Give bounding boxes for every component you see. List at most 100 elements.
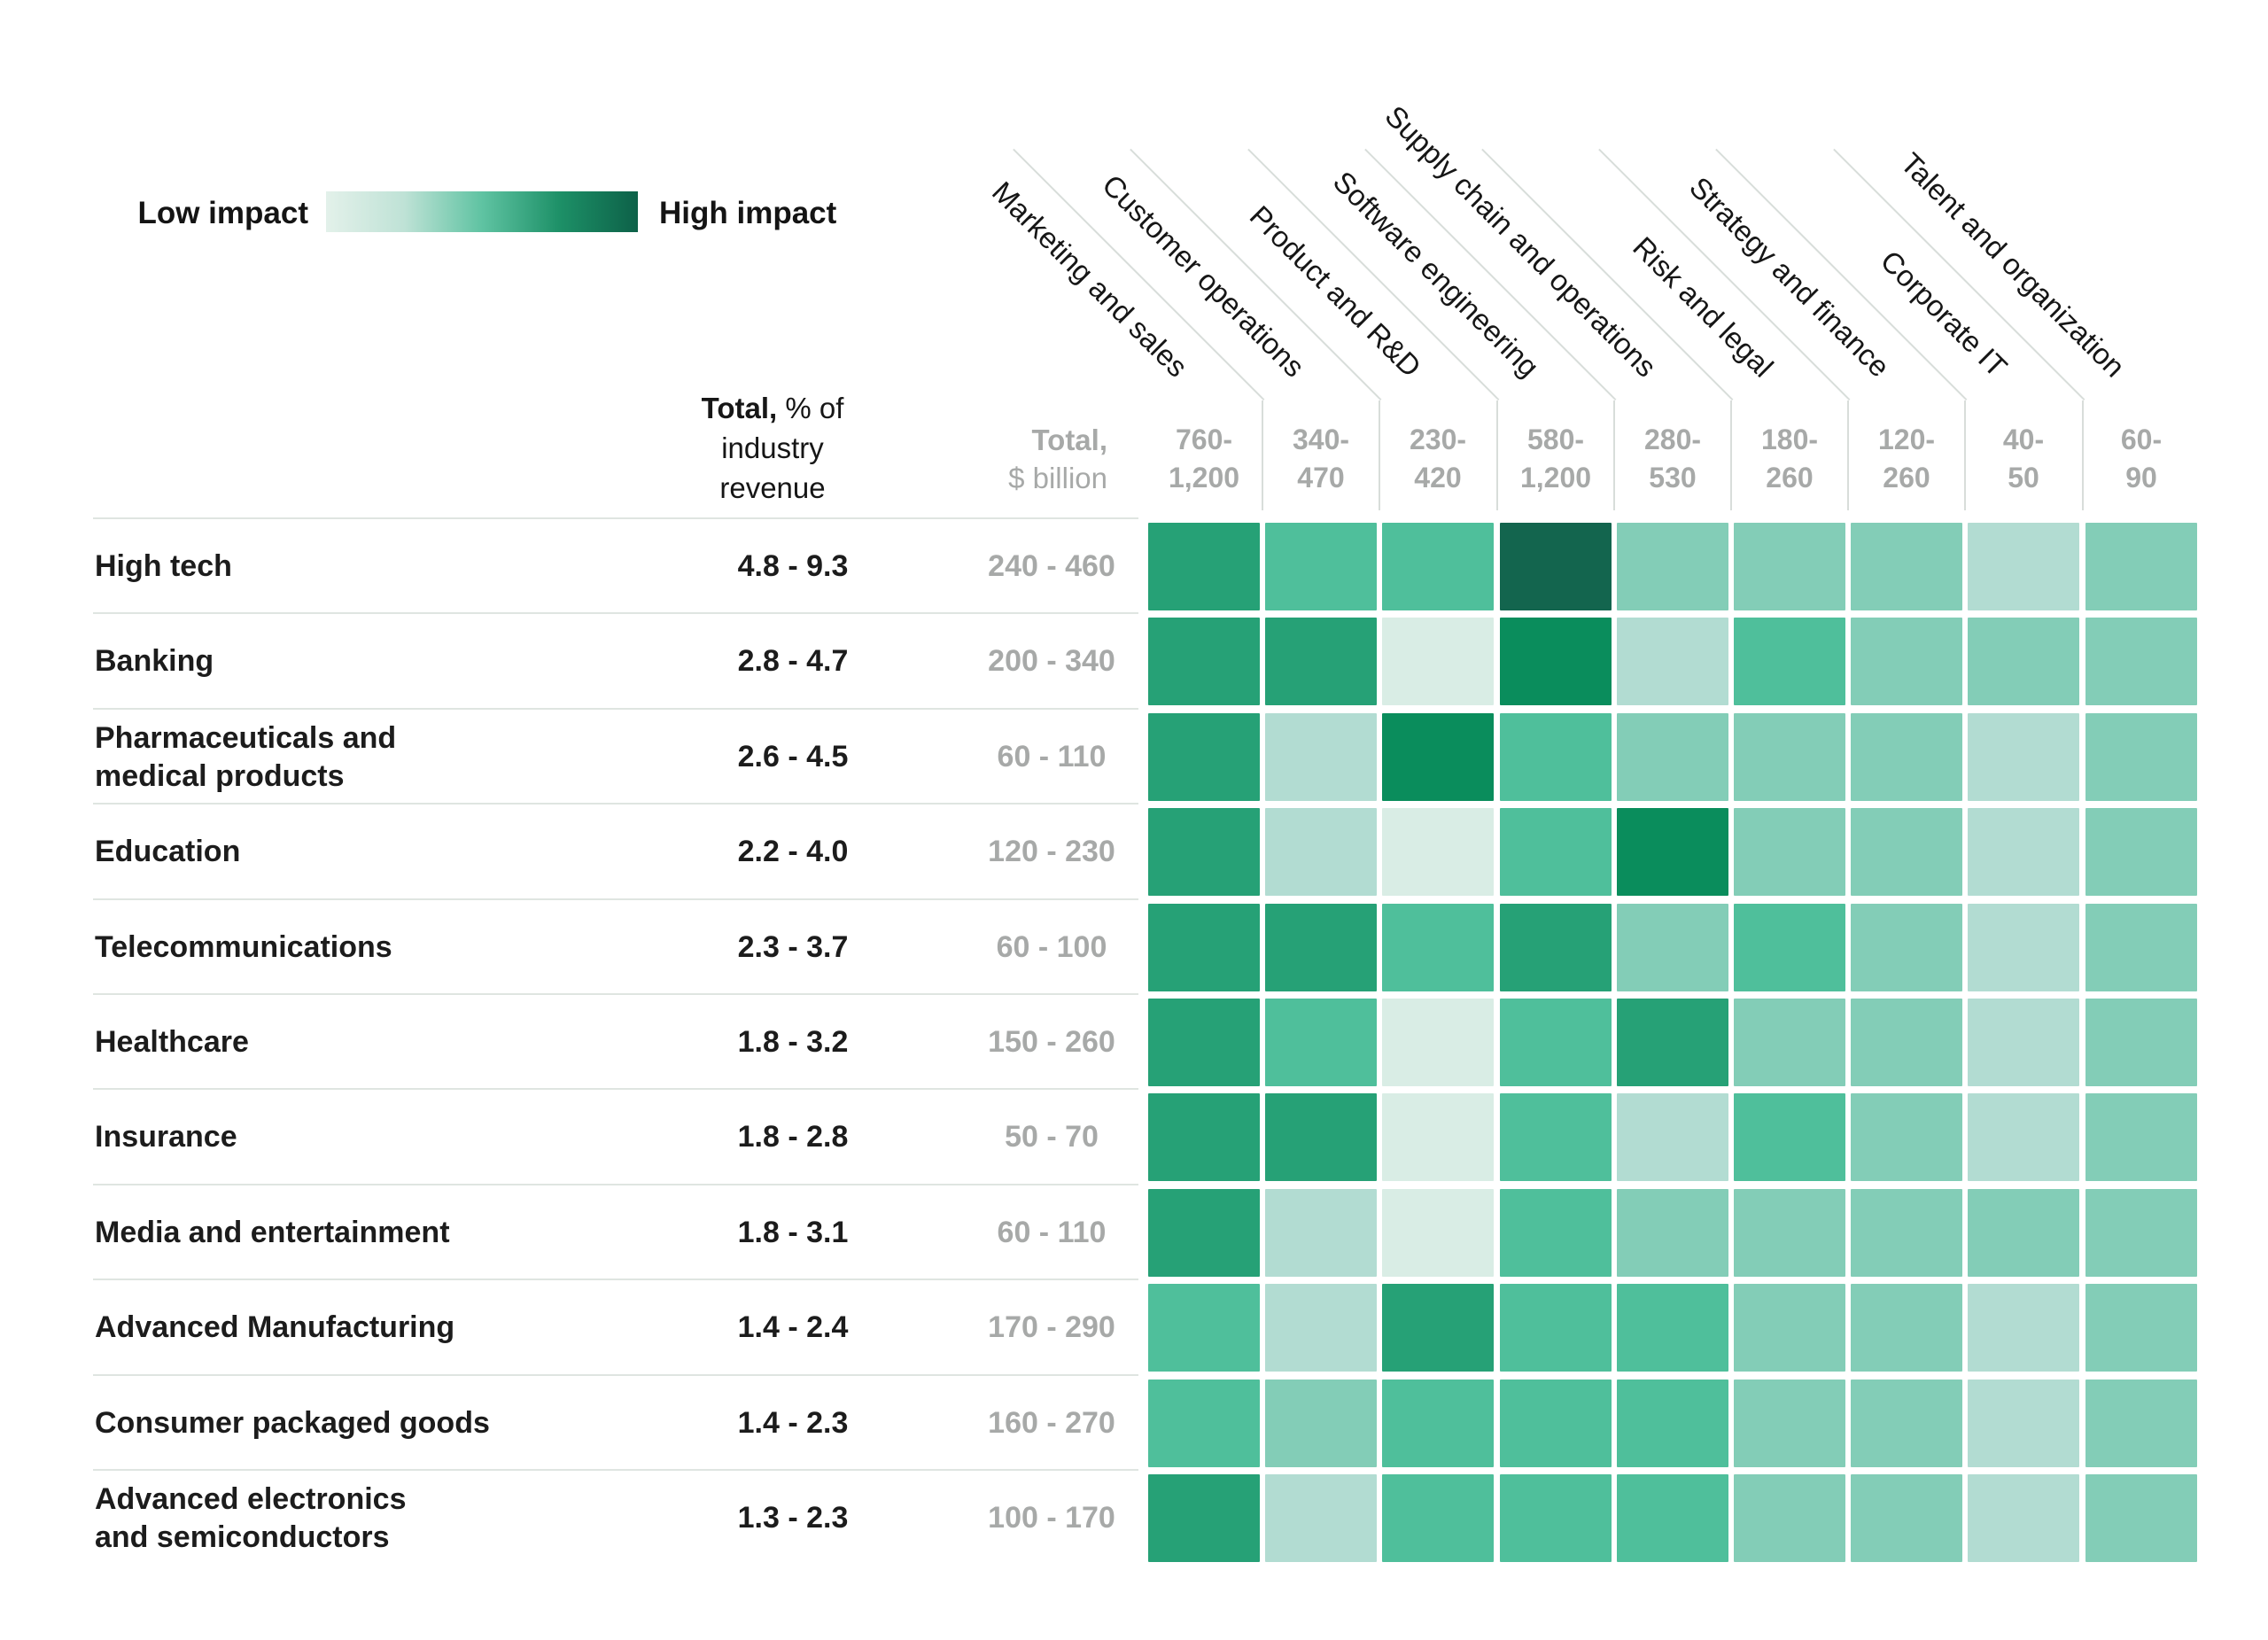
heatmap-cell xyxy=(1734,904,1845,991)
total-pct-line3: revenue xyxy=(719,471,826,504)
function-range: 340- 470 xyxy=(1292,424,1350,494)
heatmap-cell xyxy=(2085,1284,2197,1372)
legend-high-label: High impact xyxy=(659,196,837,230)
heatmap-cell xyxy=(1500,1474,1612,1562)
heatmap-cell xyxy=(1148,713,1260,801)
heatmap-cell xyxy=(1265,808,1377,896)
heatmap-cell xyxy=(1500,713,1612,801)
row-separator xyxy=(93,1088,1138,1090)
industry-billion: 150 - 260 xyxy=(988,1025,1115,1059)
heatmap-cell xyxy=(1968,1474,2079,1562)
heatmap-cell xyxy=(1382,1189,1494,1277)
heatmap-cell xyxy=(1851,808,1962,896)
heatmap-cell xyxy=(1148,1474,1260,1562)
heatmap-cell xyxy=(1851,618,1962,705)
heatmap-cell xyxy=(1500,904,1612,991)
heatmap-cell xyxy=(1617,808,1728,896)
total-pct-rest: % of xyxy=(777,392,844,424)
heatmap-cell xyxy=(1851,999,1962,1086)
function-range: 280- 530 xyxy=(1643,424,1702,494)
total-billion-header: Total, $ billion xyxy=(877,421,1107,497)
industry-pct: 2.8 - 4.7 xyxy=(737,644,849,678)
heatmap-cell xyxy=(1382,523,1494,610)
total-pct-bold: Total, xyxy=(701,392,778,424)
heatmap-cell xyxy=(1265,523,1377,610)
industry-pct: 4.8 - 9.3 xyxy=(737,549,849,583)
function-range: 760- 1,200 xyxy=(1168,424,1240,494)
heatmap-cell xyxy=(1851,1093,1962,1181)
row-separator xyxy=(93,612,1138,614)
heatmap-cell xyxy=(1968,618,2079,705)
function-range: 40- 50 xyxy=(2002,424,2045,494)
industry-pct: 1.4 - 2.4 xyxy=(737,1310,849,1344)
heatmap-cell xyxy=(1851,1380,1962,1467)
row-separator xyxy=(93,898,1138,900)
industry-label: Advanced electronics and semiconductors xyxy=(95,1481,407,1554)
heatmap-cell xyxy=(1617,904,1728,991)
heatmap-cell xyxy=(1617,1474,1728,1562)
heatmap-cell xyxy=(1148,1189,1260,1277)
heatmap-cell xyxy=(1500,618,1612,705)
heatmap-cell xyxy=(1968,1093,2079,1181)
heatmap-cell xyxy=(1734,999,1845,1086)
industry-billion: 170 - 290 xyxy=(988,1310,1115,1344)
heatmap-cell xyxy=(1968,523,2079,610)
heatmap-cell xyxy=(1734,1093,1845,1181)
heatmap-cell xyxy=(1500,1284,1612,1372)
heatmap-cell xyxy=(1851,523,1962,610)
header-elbow-line xyxy=(2082,400,2084,510)
industry-billion: 200 - 340 xyxy=(988,644,1115,678)
heatmap-cell xyxy=(1734,1189,1845,1277)
heatmap-cell xyxy=(2085,904,2197,991)
industry-label: Banking xyxy=(95,644,214,678)
industry-label: Education xyxy=(95,835,241,868)
heatmap-cell xyxy=(1617,1380,1728,1467)
heatmap-cell xyxy=(1734,1380,1845,1467)
row-separator xyxy=(93,1469,1138,1471)
heatmap-cell xyxy=(1265,1093,1377,1181)
total-pct-header: Total, % of industry revenue xyxy=(640,388,905,508)
heatmap-cell xyxy=(1265,999,1377,1086)
row-separator xyxy=(93,1184,1138,1185)
total-pct-line2: industry xyxy=(721,431,824,464)
function-label: Customer operations xyxy=(1095,167,1311,384)
header-elbow-line xyxy=(1964,400,1966,510)
industry-label: Advanced Manufacturing xyxy=(95,1310,455,1344)
heatmap-cell xyxy=(1617,1189,1728,1277)
heatmap-cell xyxy=(1968,1284,2079,1372)
heatmap-cell xyxy=(1148,999,1260,1086)
heatmap-cell xyxy=(1148,1093,1260,1181)
industry-label: Media and entertainment xyxy=(95,1216,450,1249)
total-billion-bold: Total, xyxy=(1031,424,1107,456)
heatmap-cell xyxy=(1148,904,1260,991)
legend-low-label: Low impact xyxy=(137,196,308,230)
heatmap-cell xyxy=(1148,1284,1260,1372)
heatmap-cell xyxy=(2085,808,2197,896)
heatmap-cell xyxy=(1968,1189,2079,1277)
row-separator xyxy=(93,708,1138,710)
industry-pct: 1.8 - 3.1 xyxy=(737,1216,849,1249)
heatmap-cell xyxy=(1382,904,1494,991)
heatmap-cell xyxy=(1851,904,1962,991)
function-range: 180- 260 xyxy=(1760,424,1819,494)
heatmap-cell xyxy=(2085,1189,2197,1277)
header-elbow-line xyxy=(1730,400,1732,510)
heatmap-cell xyxy=(1734,618,1845,705)
heatmap-cell xyxy=(1265,1284,1377,1372)
heatmap-cell xyxy=(1500,1380,1612,1467)
heatmap-cell xyxy=(2085,1380,2197,1467)
industry-billion: 60 - 100 xyxy=(996,930,1107,964)
heatmap-cell xyxy=(1734,713,1845,801)
heatmap-cell xyxy=(2085,523,2197,610)
heatmap-cell xyxy=(1968,1380,2079,1467)
heatmap-cell xyxy=(1851,713,1962,801)
heatmap-cell xyxy=(1148,1380,1260,1467)
industry-label: Consumer packaged goods xyxy=(95,1406,490,1440)
heatmap-cell xyxy=(1148,618,1260,705)
heatmap-cell xyxy=(1382,1093,1494,1181)
heatmap-cell xyxy=(1617,523,1728,610)
heatmap-cell xyxy=(1382,1380,1494,1467)
heatmap-cell xyxy=(1148,808,1260,896)
heatmap-cell xyxy=(1851,1284,1962,1372)
